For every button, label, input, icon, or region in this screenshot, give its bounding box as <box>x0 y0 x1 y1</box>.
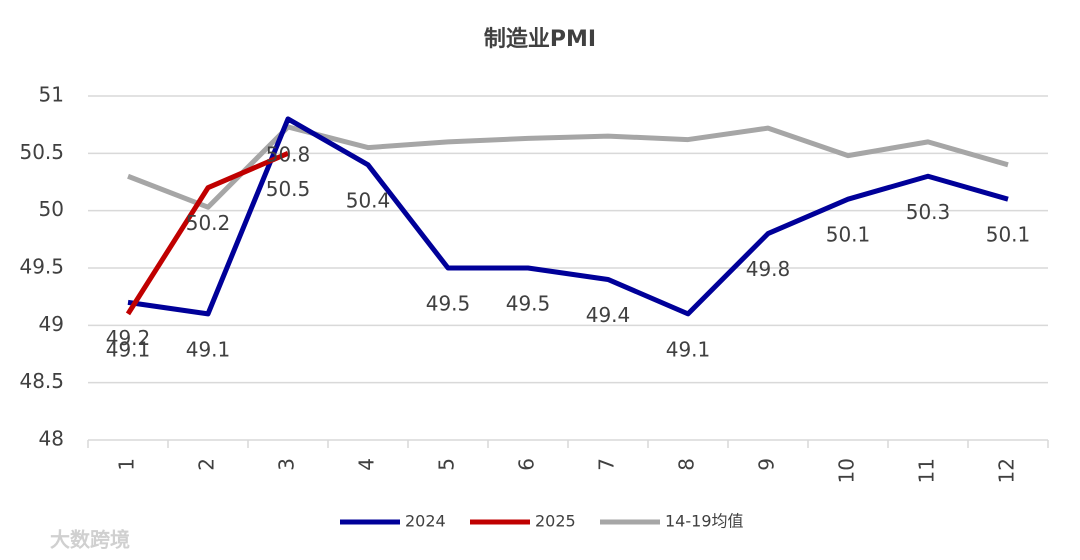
watermark: 大数跨境 <box>50 528 130 552</box>
x-tick-label: 11 <box>915 458 939 483</box>
data-label: 49.1 <box>186 337 231 361</box>
data-label: 49.4 <box>586 303 631 327</box>
chart-title: 制造业PMI <box>484 27 596 52</box>
y-tick-label: 50.5 <box>19 140 64 164</box>
x-tick-label: 12 <box>995 458 1019 483</box>
data-label: 49.1 <box>666 337 711 361</box>
data-label: 49.5 <box>426 292 471 316</box>
data-label: 50.1 <box>826 223 871 247</box>
x-tick-label: 7 <box>595 458 619 471</box>
x-tick-label: 3 <box>275 458 299 471</box>
data-label: 50.1 <box>986 223 1031 247</box>
y-tick-label: 49 <box>39 312 64 336</box>
series-line <box>125 151 289 316</box>
data-label: 49.2 <box>106 326 151 350</box>
y-tick-label: 50 <box>39 197 64 221</box>
data-label: 50.4 <box>346 188 391 212</box>
data-label: 50.5 <box>266 177 311 201</box>
series-line <box>127 116 1009 317</box>
data-label: 50.2 <box>186 211 231 235</box>
data-label: 49.1 <box>106 337 151 361</box>
y-tick-label: 48 <box>39 427 64 451</box>
x-tick-label: 8 <box>675 458 699 471</box>
y-tick-label: 51 <box>39 83 64 107</box>
x-tick-label: 5 <box>435 458 459 471</box>
data-label: 50.8 <box>266 142 311 166</box>
x-tick-label: 1 <box>115 458 139 471</box>
x-tick-label: 6 <box>515 458 539 471</box>
data-label: 49.8 <box>746 257 791 281</box>
x-tick-label: 2 <box>195 458 219 471</box>
legend-label: 2025 <box>535 512 576 531</box>
y-tick-label: 49.5 <box>19 255 64 279</box>
x-tick-label: 10 <box>835 458 859 483</box>
data-label: 50.3 <box>906 200 951 224</box>
x-tick-label: 4 <box>355 458 379 471</box>
x-tick-label: 9 <box>755 458 779 471</box>
data-label: 49.5 <box>506 292 551 316</box>
legend-label: 2024 <box>405 512 446 531</box>
series-line <box>127 124 1009 210</box>
y-tick-label: 48.5 <box>19 369 64 393</box>
legend-label: 14-19均值 <box>665 512 744 531</box>
